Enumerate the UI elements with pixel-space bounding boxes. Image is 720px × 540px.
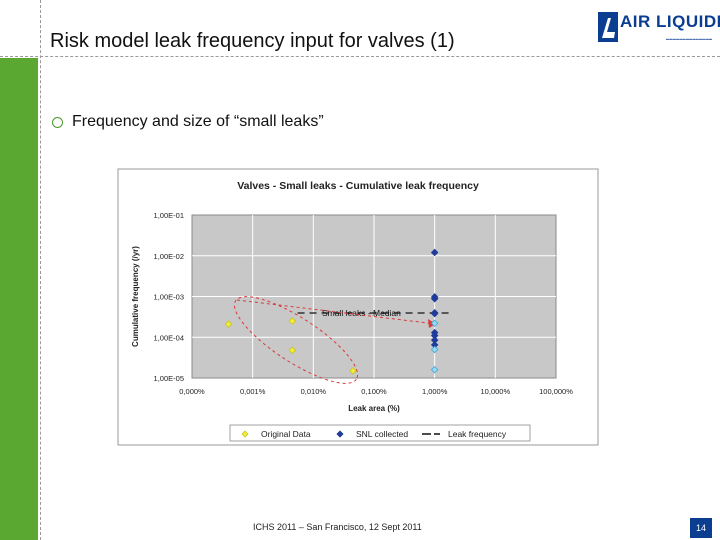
legend-marker-icon xyxy=(241,430,249,438)
x-tick-label: 0,010% xyxy=(301,387,327,396)
snl-collected-point xyxy=(430,309,439,318)
snl-collected-point xyxy=(430,345,439,354)
x-tick-label: 0,000% xyxy=(179,387,205,396)
original-data-point xyxy=(349,367,357,375)
y-tick-label: 1,00E-01 xyxy=(154,211,184,220)
logo-mark-icon xyxy=(598,12,618,42)
snl-collected-point xyxy=(430,248,439,257)
y-tick-label: 1,00E-04 xyxy=(154,333,184,342)
bullet-text: Frequency and size of “small leaks” xyxy=(72,113,324,130)
footer-text: ICHS 2011 – San Francisco, 12 Sept 2011 xyxy=(253,522,422,532)
legend-label: Original Data xyxy=(261,429,311,439)
y-tick-label: 1,00E-03 xyxy=(154,293,184,302)
logo-tagline-mark: ━━━━━━━━━━━━━━ xyxy=(666,37,713,43)
x-tick-label: 0,100% xyxy=(361,387,387,396)
logo-wordmark: AIR LIQUIDE xyxy=(620,12,720,31)
page-number: 14 xyxy=(690,518,712,538)
left-accent-bar xyxy=(0,58,38,540)
x-tick-label: 0,001% xyxy=(240,387,266,396)
air-liquide-logo: AIR LIQUIDE ━━━━━━━━━━━━━━ xyxy=(598,10,720,46)
original-data-ellipse xyxy=(233,296,359,384)
bullet-circle-icon xyxy=(52,117,63,128)
vertical-divider xyxy=(40,0,41,540)
legend-box xyxy=(229,424,531,442)
snl-collected-point xyxy=(430,294,439,303)
original-data-point xyxy=(288,346,297,355)
median-annotation: Small leaks - Median xyxy=(322,308,401,318)
x-tick-label: 10,000% xyxy=(481,387,511,396)
snl-collected-point xyxy=(430,319,439,328)
y-tick-label: 1,00E-02 xyxy=(154,252,184,261)
original-data-point xyxy=(224,320,233,328)
x-tick-label: 100,000% xyxy=(539,387,573,396)
x-axis-label: Leak area (%) xyxy=(348,404,400,413)
header-divider xyxy=(0,56,720,57)
legend-label: Leak frequency xyxy=(448,429,507,439)
legend-marker-icon xyxy=(336,430,344,438)
chart-title: Valves - Small leaks - Cumulative leak f… xyxy=(237,180,479,192)
slide-title: Risk model leak frequency input for valv… xyxy=(50,30,455,52)
legend-label: SNL collected xyxy=(356,429,408,439)
snl-collected-point xyxy=(430,365,439,374)
x-tick-label: 1,000% xyxy=(422,387,448,396)
y-tick-label: 1,00E-05 xyxy=(154,374,184,383)
y-axis-label: Cumulative frequency (/yr) xyxy=(131,246,140,347)
original-data-point xyxy=(288,317,297,325)
